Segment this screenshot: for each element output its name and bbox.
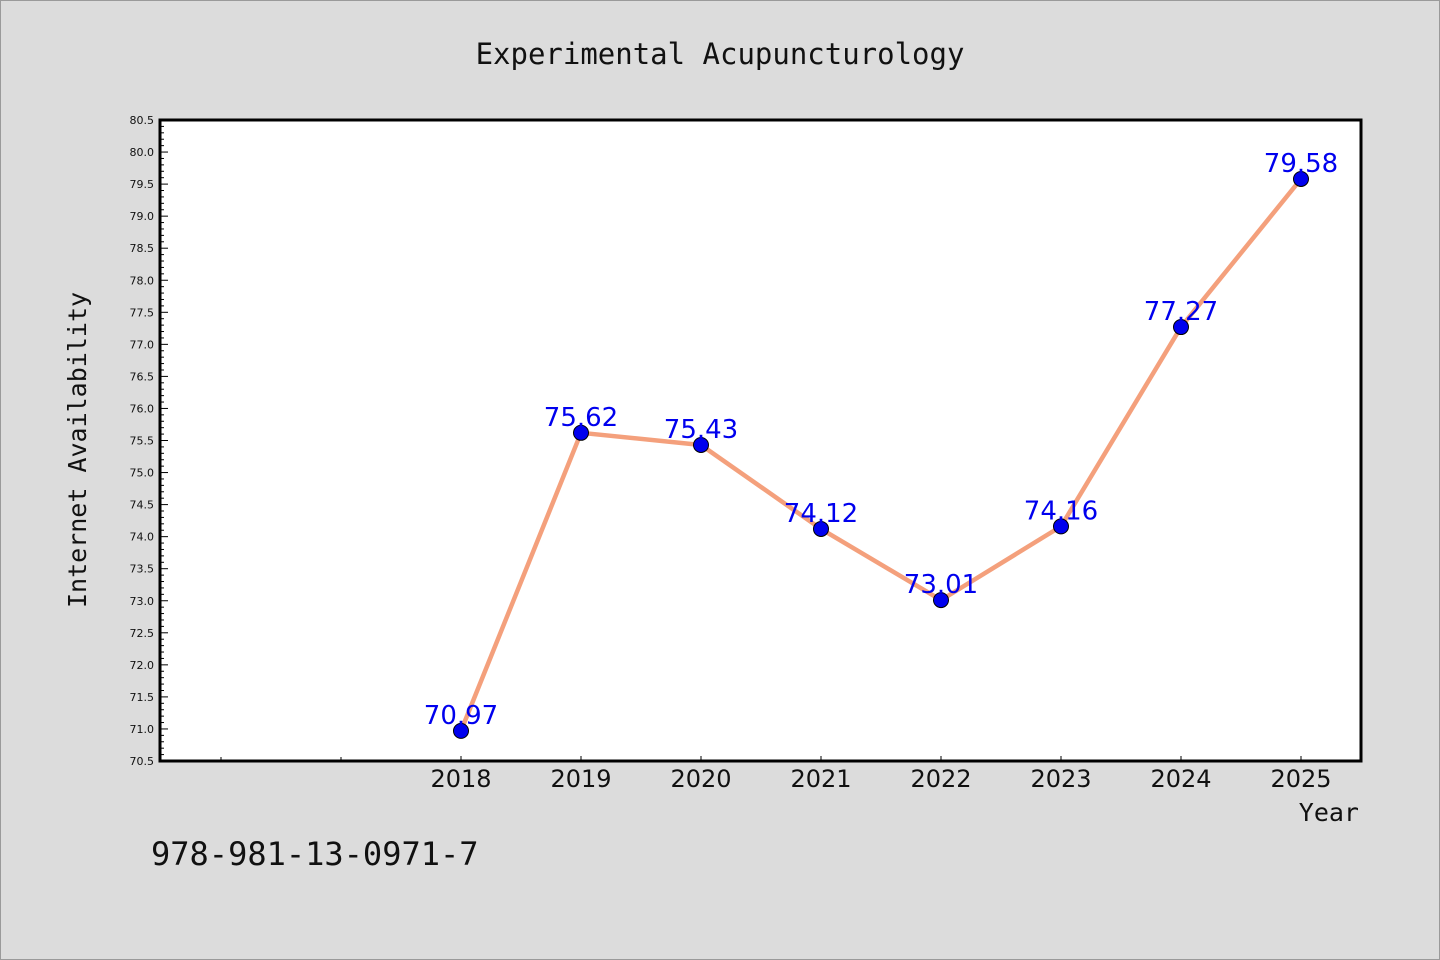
data-label: 70.97 [424,701,498,731]
data-point [453,722,469,739]
y-tick-label: 77.0 [130,338,155,351]
data-label: 75.62 [544,403,618,433]
data-label: 79.58 [1264,149,1338,179]
y-tick-label: 72.5 [130,627,155,640]
x-axis-label: Year [1299,798,1359,827]
data-point [693,436,709,453]
data-label: 74.16 [1024,496,1098,526]
x-tick-label: 2020 [670,765,731,793]
y-tick-label: 80.5 [130,114,155,127]
y-tick-label: 71.5 [130,691,155,704]
y-tick-label: 70.5 [130,755,155,768]
x-tick-label: 2018 [430,765,491,793]
data-point [573,424,589,441]
y-tick-label: 78.0 [130,274,155,287]
y-tick-label: 74.5 [130,499,155,512]
y-tick-label: 78.5 [130,242,155,255]
y-axis: 70.5 71.0 71.5 72.0 72.5 73.0 73.5 74.0 74.5 75.0… [130,114,168,768]
data-point [1293,170,1309,187]
y-tick-label: 79.0 [130,210,155,223]
y-tick-label: 74.0 [130,531,155,544]
series-line [458,176,1304,734]
y-tick-label: 76.0 [130,402,155,415]
data-point [1053,518,1069,535]
data-label: 77.27 [1144,297,1218,327]
chart-title: Experimental Acupuncturology [476,37,965,71]
x-tick-label: 2021 [790,765,851,793]
y-tick-label: 73.0 [130,595,155,608]
x-tick-label: 2025 [1270,765,1331,793]
y-tick-label: 77.5 [130,306,155,319]
y-axis-label: Internet Availability [63,292,92,608]
x-axis: 2018 2019 2020 2021 2022 2023 2024 2025 [220,756,1332,793]
x-tick-label: 2023 [1030,765,1091,793]
data-point [813,520,829,537]
y-tick-label: 71.0 [130,723,155,736]
y-tick-label: 75.5 [130,435,155,448]
y-tick-label: 76.5 [130,370,155,383]
y-tick-label: 80.0 [130,146,155,159]
y-tick-label: 72.0 [130,659,155,672]
data-point [1173,319,1189,336]
y-tick-label: 73.5 [130,563,155,576]
y-tick-label: 79.5 [130,178,155,191]
y-tick-label: 75.0 [130,467,155,480]
data-label: 75.43 [664,415,738,445]
data-point [933,592,949,609]
x-tick-label: 2022 [910,765,971,793]
plot-area [158,118,1363,763]
isbn-text: 978-981-13-0971-7 [151,835,479,873]
data-label: 73.01 [904,570,978,600]
series-layer [453,170,1309,739]
x-tick-label: 2019 [550,765,611,793]
x-tick-label: 2024 [1150,765,1211,793]
data-label: 74.12 [784,499,858,529]
data-labels: 70.97 75.62 75.43 74.12 73.01 74.16 77.27 79.58 [424,149,1338,731]
